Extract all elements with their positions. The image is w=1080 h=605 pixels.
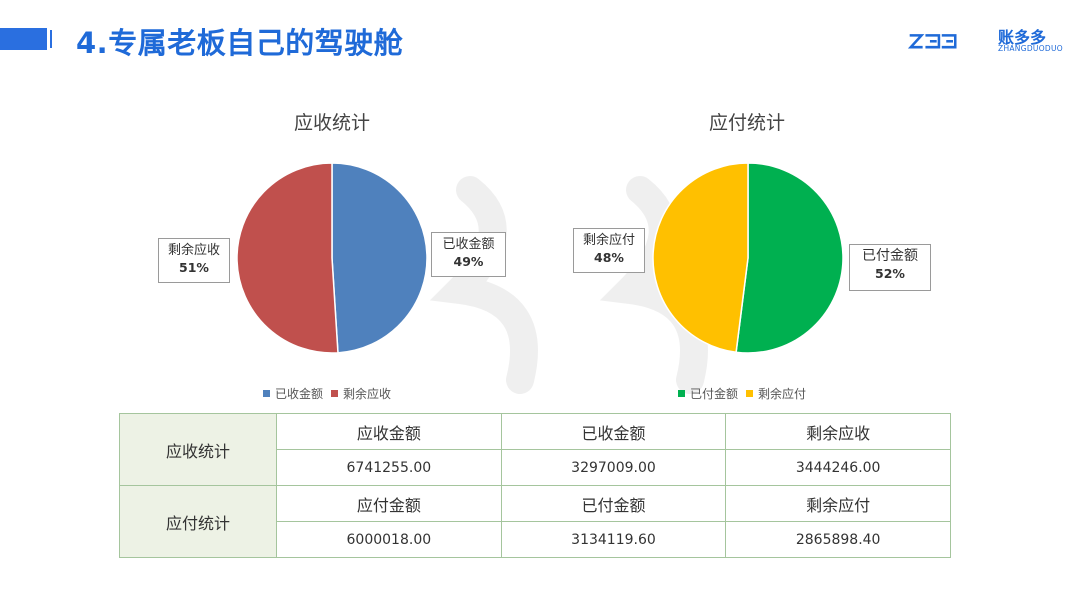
- legend-swatch-blue: [263, 390, 270, 397]
- table-value-cell: 3297009.00: [500, 449, 727, 486]
- legend-item-paid: 已付金额: [678, 385, 738, 402]
- receivable-collected-pct: 49%: [453, 254, 484, 269]
- legend-swatch-green: [678, 390, 685, 397]
- title-accent-tick: [50, 30, 52, 48]
- brand-logo: [908, 34, 957, 49]
- payable-remaining-label: 剩余应付: [582, 233, 635, 248]
- payable-legend: 已付金额 剩余应付: [678, 385, 814, 402]
- table-row: 应收统计 应收金额 已收金额 剩余应收: [119, 413, 951, 486]
- table-header-cell: 已收金额: [500, 413, 727, 450]
- receivable-chart-title: 应收统计: [293, 112, 370, 134]
- legend-label: 剩余应收: [343, 387, 392, 401]
- table-row: 6000018.00 3134119.60 2865898.40: [120, 521, 951, 558]
- payable-paid-pct: 52%: [875, 266, 905, 281]
- payable-pie-chart: [652, 162, 844, 354]
- legend-item-remaining-payable: 剩余应付: [746, 385, 806, 402]
- payable-paid-callout: 已付金额 52%: [849, 244, 931, 291]
- title-accent-bar: [0, 28, 47, 50]
- pie-slice-1: [236, 162, 339, 354]
- table-value-cell: 3444246.00: [725, 449, 951, 486]
- table-row: 6741255.00 3297009.00 3444246.00: [120, 449, 951, 486]
- legend-label: 已付金额: [690, 387, 739, 401]
- brand-name-latin: ZHANGDUODUO: [998, 44, 1063, 53]
- pie-slice-0: [735, 162, 844, 354]
- pie-slice-1: [652, 162, 749, 354]
- table-value-cell: 6741255.00: [276, 449, 502, 486]
- legend-swatch-yellow: [746, 390, 754, 397]
- legend-label: 剩余应付: [758, 387, 807, 401]
- table-header-cell: 应付金额: [276, 485, 502, 522]
- page-title: 4.专属老板自己的驾驶舱: [76, 26, 404, 60]
- pie-slice-0: [331, 162, 428, 354]
- receivable-remaining-pct: 51%: [179, 260, 209, 275]
- table-header-cell: 已付金额: [500, 485, 727, 522]
- row-label-receivable: 应收统计: [119, 413, 277, 486]
- receivable-collected-callout: 已收金额 49%: [431, 232, 506, 277]
- brand-name: 账多多: [998, 28, 1047, 47]
- summary-table: 应收统计 应收金额 已收金额 剩余应收 6741255.00 3297009.0…: [119, 413, 951, 558]
- legend-swatch-red: [331, 390, 339, 397]
- table-value-cell: 6000018.00: [276, 521, 502, 558]
- receivable-collected-label: 已收金额: [442, 237, 495, 252]
- table-header-cell: 剩余应付: [725, 485, 951, 522]
- payable-chart-title: 应付统计: [708, 112, 785, 134]
- legend-item-remaining: 剩余应收: [331, 385, 391, 402]
- table-value-cell: 3134119.60: [500, 521, 727, 558]
- payable-remaining-callout: 剩余应付 48%: [573, 228, 645, 273]
- receivable-legend: 已收金额 剩余应收: [263, 385, 399, 402]
- table-value-cell: 2865898.40: [725, 521, 951, 558]
- receivable-remaining-callout: 剩余应收 51%: [158, 238, 230, 283]
- table-header-cell: 应收金额: [276, 413, 502, 450]
- row-label-payable: 应付统计: [119, 485, 277, 558]
- legend-item-collected: 已收金额: [263, 385, 323, 402]
- payable-remaining-pct: 48%: [594, 250, 624, 265]
- receivable-remaining-label: 剩余应收: [167, 243, 220, 258]
- table-header-cell: 剩余应收: [725, 413, 951, 450]
- receivable-pie-chart: [236, 162, 428, 354]
- legend-label: 已收金额: [275, 387, 324, 401]
- table-row: 应付统计 应付金额 已付金额 剩余应付: [119, 485, 951, 558]
- payable-paid-label: 已付金额: [862, 248, 918, 264]
